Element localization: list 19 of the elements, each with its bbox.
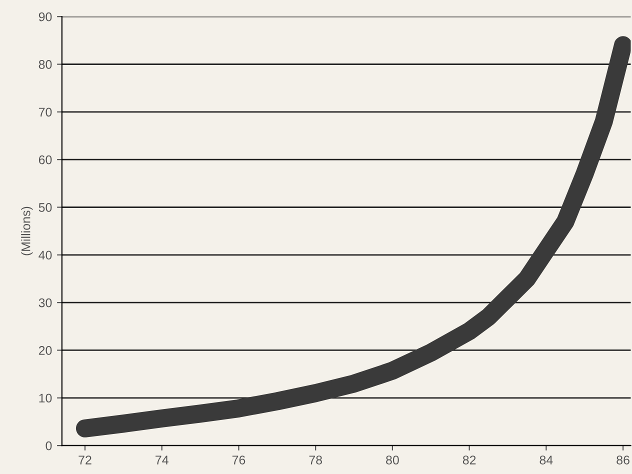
- x-tick-label: 74: [156, 456, 168, 464]
- x-tick-label: 80: [386, 456, 399, 464]
- y-tick-label: 60: [38, 155, 52, 164]
- y-tick-label: 90: [38, 12, 52, 22]
- x-tick-label: 84: [540, 456, 553, 464]
- y-tick-label: 0: [46, 441, 52, 450]
- x-tick-label: 78: [309, 456, 322, 464]
- y-tick-label: 50: [38, 203, 52, 212]
- x-tick-label: 82: [462, 456, 476, 464]
- x-tick-label: 72: [78, 456, 92, 464]
- y-tick-label: 80: [38, 60, 52, 69]
- y-axis-title: (Millions): [21, 206, 33, 256]
- x-tick-label: 86: [616, 456, 630, 464]
- x-tick-label: 76: [232, 456, 246, 464]
- y-tick-label: 40: [38, 250, 52, 260]
- y-tick-label: 10: [39, 394, 52, 403]
- y-tick-label: 20: [38, 346, 52, 355]
- y-tick-label: 70: [38, 108, 52, 117]
- y-tick-label: 30: [38, 298, 52, 308]
